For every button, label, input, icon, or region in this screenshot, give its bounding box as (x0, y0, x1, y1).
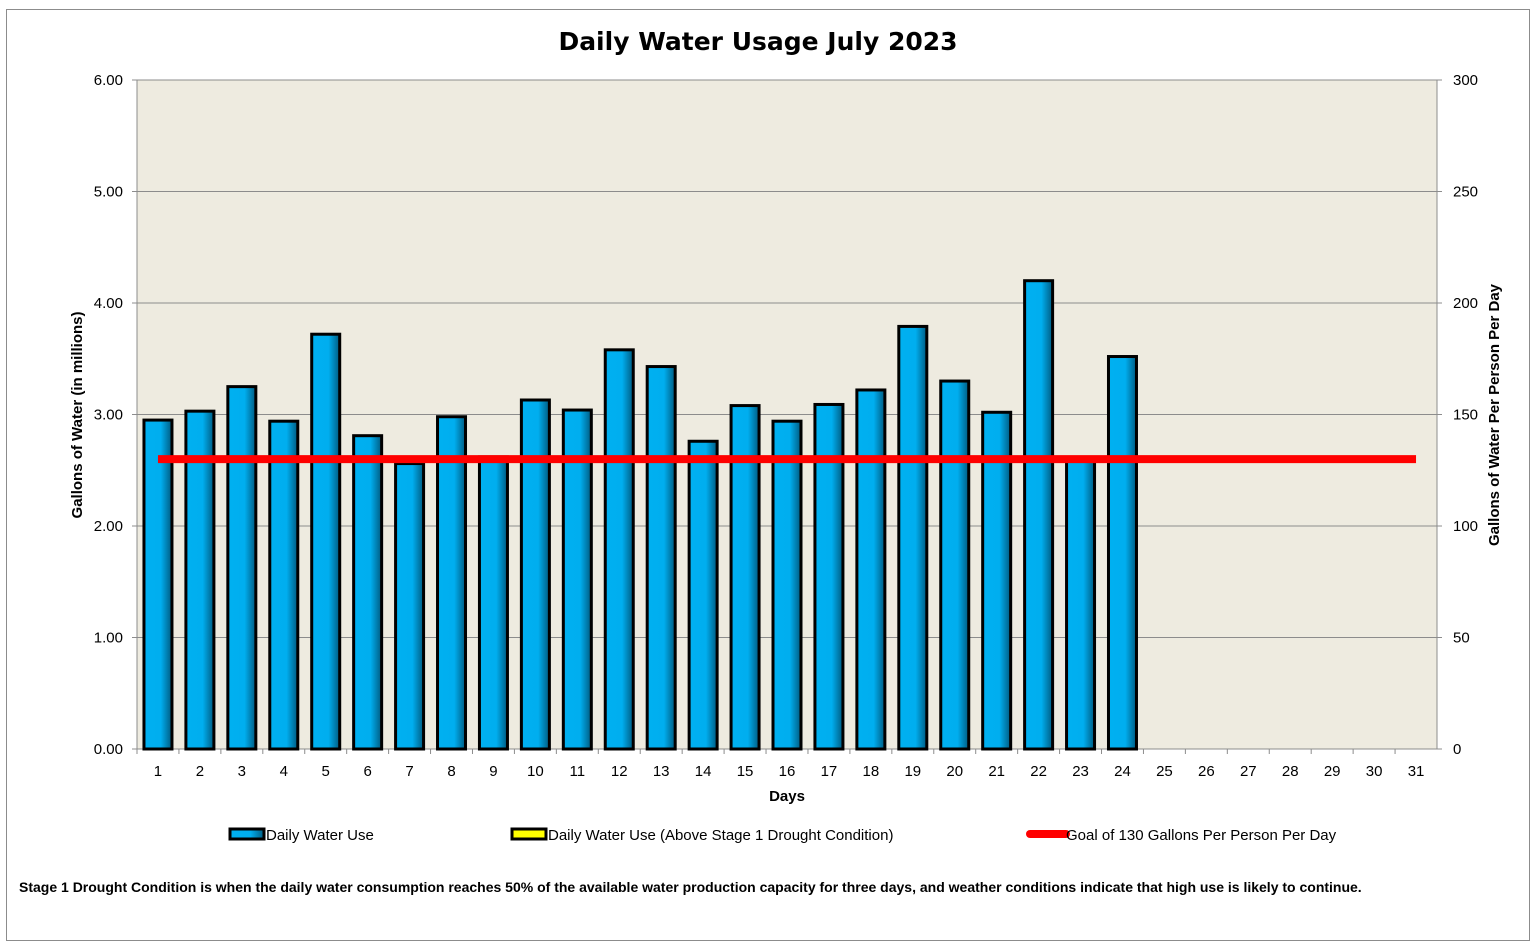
y2-tick-label: 200 (1453, 295, 1478, 312)
bar-day-1 (142, 418, 174, 751)
bar-day-18 (855, 388, 887, 751)
bar-day-3 (226, 385, 258, 751)
bar-day-2 (184, 409, 216, 751)
y2-tick-label: 50 (1453, 630, 1470, 647)
x-tick-label: 22 (1030, 763, 1047, 780)
bar-day-11 (561, 408, 593, 751)
x-tick-label: 10 (527, 763, 544, 780)
x-tick-label: 14 (695, 763, 712, 780)
chart-frame (6, 9, 1530, 941)
bar-day-12 (603, 348, 635, 751)
bar-day-21 (981, 410, 1013, 751)
x-tick-label: 7 (405, 763, 413, 780)
y-tick-label: 4.00 (94, 295, 123, 312)
bar-day-24 (1106, 355, 1138, 751)
bar-day-6 (352, 434, 384, 751)
bar-day-20 (939, 379, 971, 751)
x-tick-label: 31 (1408, 763, 1425, 780)
legend-label: Daily Water Use (Above Stage 1 Drought C… (548, 827, 893, 844)
x-tick-label: 20 (946, 763, 963, 780)
x-tick-label: 9 (489, 763, 497, 780)
x-tick-label: 27 (1240, 763, 1257, 780)
y-tick-label: 1.00 (94, 630, 123, 647)
x-tick-label: 16 (779, 763, 796, 780)
x-tick-label: 28 (1282, 763, 1299, 780)
x-tick-label: 8 (447, 763, 455, 780)
bar-day-4 (268, 419, 300, 751)
chart-title: Daily Water Usage July 2023 (558, 27, 957, 56)
bar-day-10 (519, 398, 551, 751)
bar-day-7 (394, 462, 426, 751)
bar-day-22 (1023, 279, 1055, 751)
x-tick-label: 2 (196, 763, 204, 780)
x-tick-label: 15 (737, 763, 754, 780)
y2-axis-label: Gallons of Water Per Person Per Day (1486, 283, 1503, 546)
footnote: Stage 1 Drought Condition is when the da… (19, 879, 1362, 895)
x-tick-label: 11 (570, 763, 586, 780)
bar-day-19 (897, 324, 929, 751)
x-tick-label: 5 (322, 763, 330, 780)
x-axis-label: Days (769, 788, 805, 805)
bar-day-14 (687, 439, 719, 751)
x-tick-label: 1 (154, 763, 162, 780)
legend-label: Goal of 130 Gallons Per Person Per Day (1066, 827, 1337, 844)
y-tick-label: 0.00 (94, 741, 123, 758)
x-tick-label: 13 (653, 763, 670, 780)
y2-tick-label: 150 (1453, 407, 1478, 424)
x-tick-label: 19 (904, 763, 921, 780)
y2-tick-label: 0 (1453, 741, 1461, 758)
x-tick-label: 26 (1198, 763, 1215, 780)
legend-swatch-daily-use (228, 827, 266, 841)
x-tick-label: 21 (988, 763, 1005, 780)
y-tick-label: 3.00 (94, 407, 123, 424)
bar-day-5 (310, 332, 342, 751)
x-tick-label: 23 (1072, 763, 1089, 780)
y-tick-label: 6.00 (94, 72, 123, 89)
x-tick-label: 6 (363, 763, 371, 780)
y2-tick-label: 250 (1453, 184, 1478, 201)
y2-tick-label: 300 (1453, 72, 1478, 89)
x-tick-label: 12 (611, 763, 628, 780)
x-tick-label: 30 (1366, 763, 1383, 780)
bar-day-23 (1065, 457, 1097, 751)
x-tick-label: 3 (238, 763, 246, 780)
bar-day-9 (477, 455, 509, 751)
x-tick-label: 4 (280, 763, 288, 780)
x-tick-label: 18 (863, 763, 880, 780)
bar-day-13 (645, 365, 677, 751)
x-tick-label: 17 (821, 763, 838, 780)
legend-label: Daily Water Use (266, 827, 374, 844)
y-tick-label: 2.00 (94, 518, 123, 535)
x-tick-label: 25 (1156, 763, 1173, 780)
legend-swatch-above-stage1 (510, 827, 548, 841)
x-tick-label: 29 (1324, 763, 1341, 780)
y-axis-label: Gallons of Water (in millions) (69, 312, 86, 519)
bar-day-8 (436, 415, 468, 751)
bar-day-16 (771, 419, 803, 751)
y2-tick-label: 100 (1453, 518, 1478, 535)
x-tick-label: 24 (1114, 763, 1131, 780)
y-tick-label: 5.00 (94, 184, 123, 201)
